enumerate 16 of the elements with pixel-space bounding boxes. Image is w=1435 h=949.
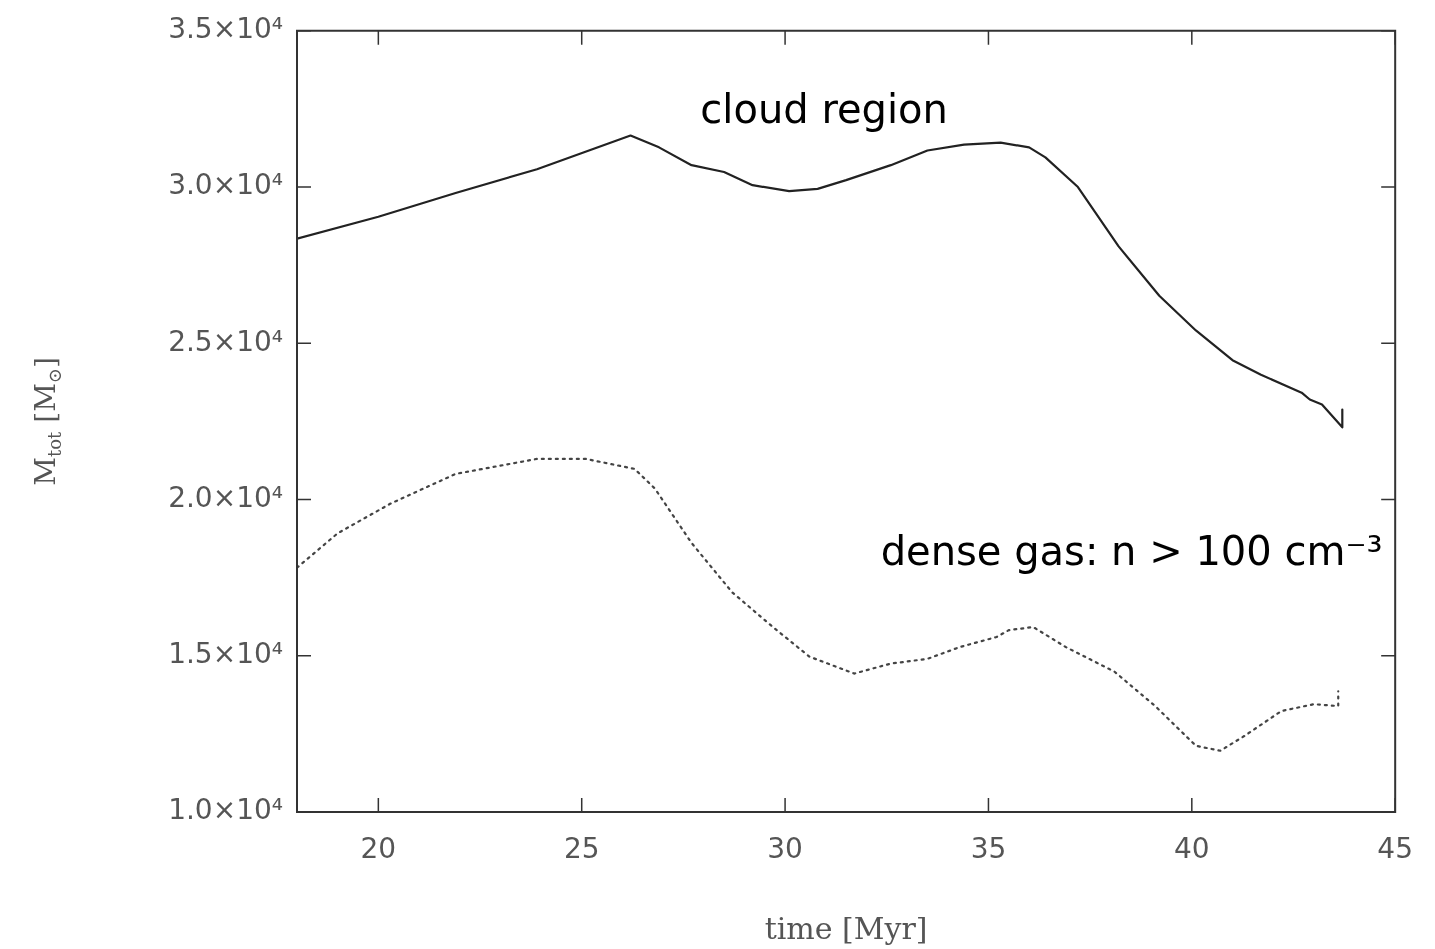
annotation: dense gas: n > 100 cm⁻³ [880, 527, 1383, 574]
x-axis-title: time [Myr] [764, 910, 928, 946]
x-tick-label: 40 [1174, 832, 1210, 866]
y-tick-label: 3.0×10⁴ [168, 168, 283, 202]
x-tick-label: 35 [970, 832, 1007, 866]
y-axis-title: Mtot [M⊙] [29, 357, 66, 486]
y-tick-label: 2.0×10⁴ [168, 480, 283, 514]
x-tick-label: 30 [767, 832, 803, 866]
x-tick-label: 25 [563, 832, 600, 866]
x-tick-label: 45 [1377, 832, 1414, 866]
y-tick-label: 2.5×10⁴ [168, 324, 283, 358]
y-tick-label: 3.5×10⁴ [168, 12, 283, 46]
x-tick-label: 20 [360, 832, 397, 866]
y-tick-label: 1.0×10⁴ [168, 793, 283, 827]
annotation: cloud region [700, 86, 948, 133]
y-tick-label: 1.5×10⁴ [168, 637, 283, 671]
